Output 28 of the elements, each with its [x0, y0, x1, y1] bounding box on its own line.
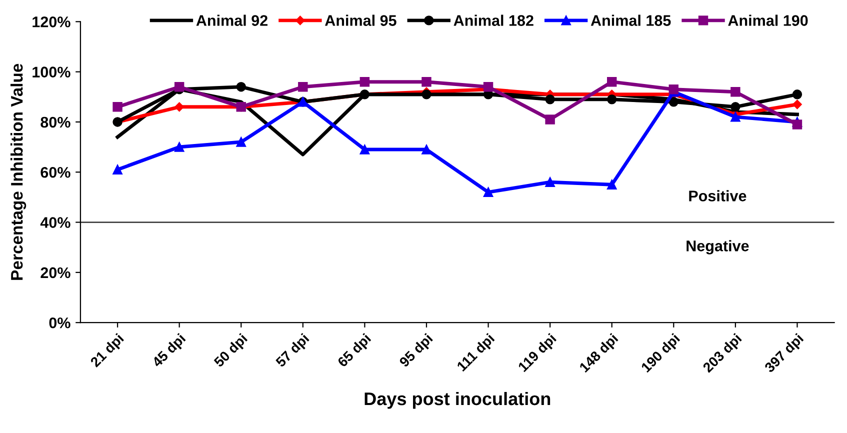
legend-label: Animal 185	[590, 14, 671, 26]
x-tick-label: 119 dpi	[517, 333, 559, 374]
x-tick-label: 148 dpi	[578, 333, 620, 375]
y-tick-label: 100%	[32, 66, 70, 78]
x-tick-label: 21 dpi	[90, 333, 126, 370]
x-tick-label: 203 dpi	[702, 333, 744, 375]
y-axis-title: Percentage Inhibition Value	[10, 64, 26, 280]
x-tick-label: 111 dpi	[456, 333, 497, 374]
x-tick-label: 57 dpi	[274, 333, 312, 370]
y-tick-label: 80%	[40, 116, 70, 128]
y-tick-label: 60%	[40, 166, 70, 178]
annotation: Negative	[686, 240, 749, 254]
x-tick-label: 45 dpi	[151, 333, 188, 370]
y-tick-label: 0%	[49, 317, 70, 328]
x-tick-label: 65 dpi	[336, 333, 374, 370]
x-axis-title: Days post inoculation	[364, 392, 550, 409]
x-tick-label: 397 dpi	[764, 333, 806, 376]
legend-label: Animal 92	[196, 14, 268, 26]
annotation: Positive	[689, 190, 746, 202]
legend-label: Animal 190	[728, 14, 808, 26]
legend-label: Animal 95	[325, 14, 396, 26]
legend-label: Animal 182	[454, 14, 534, 26]
y-tick-label: 40%	[40, 217, 70, 228]
y-tick-label: 20%	[40, 267, 70, 278]
x-tick-label: 190 dpi	[640, 333, 682, 375]
x-tick-label: 50 dpi	[213, 333, 250, 370]
x-tick-label: 95 dpi	[398, 333, 435, 370]
y-tick-label: 120%	[32, 16, 70, 28]
